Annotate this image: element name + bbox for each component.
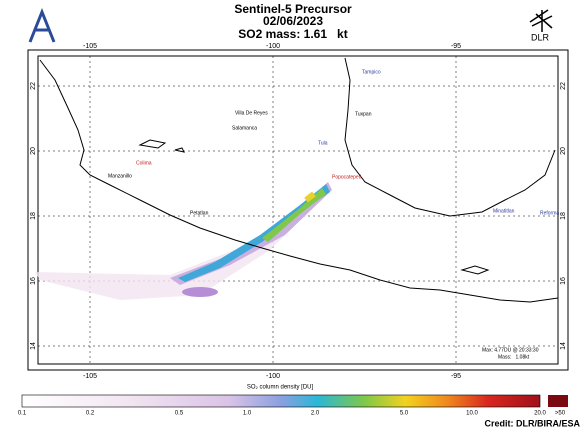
colorbar-tick-label: 20.0 xyxy=(534,411,546,417)
colorbar-overflow xyxy=(548,395,568,407)
place: Tula xyxy=(318,140,328,146)
lat-label: 20 xyxy=(560,147,567,155)
lat-label: 18 xyxy=(560,212,567,220)
place: Salamanca xyxy=(232,125,257,131)
credit: Credit: DLR/BIRA/ESA xyxy=(484,418,580,428)
annotation: Mass: 1.08kt xyxy=(498,354,530,360)
place: Popocatepetl xyxy=(332,174,361,180)
colorbar-tick-label: 2.0 xyxy=(311,411,320,417)
place: Petatlan xyxy=(190,210,209,216)
outer-frame xyxy=(27,49,569,371)
place: Colima xyxy=(136,160,152,166)
title: Sentinel-5 Precursor xyxy=(234,2,352,16)
plume xyxy=(35,182,332,300)
place: Reforma xyxy=(540,210,559,216)
colorbar-title: SO₂ column density [DU] xyxy=(247,385,314,391)
places: Villa De Reyes Tampico Salamanca Tuxpan … xyxy=(108,69,559,216)
dlr-logo xyxy=(529,9,553,32)
colorbar-tick-label: 1.0 xyxy=(243,411,252,417)
s5p-logo xyxy=(28,7,56,43)
lon-label: -100 xyxy=(266,373,280,380)
colorbar-tick-label: 0.2 xyxy=(86,411,95,417)
colorbar-tick-label: >50 xyxy=(555,411,566,417)
colorbar-tick-label: 0.1 xyxy=(18,411,27,417)
lat-label: 20 xyxy=(30,147,37,155)
mass: SO2 mass: 1.61 kt xyxy=(238,27,347,41)
lat-label: 16 xyxy=(30,277,37,285)
logo-text: DLR xyxy=(531,32,550,42)
place: Tampico xyxy=(362,69,381,75)
annotation: Max: 4.77DU @ 20:33:30 xyxy=(482,347,539,353)
lon-label: -95 xyxy=(451,43,461,50)
place: Villa De Reyes xyxy=(235,110,268,116)
lon-label: -100 xyxy=(266,43,280,50)
colorbar-tick-label: 0.5 xyxy=(175,411,184,417)
place: Tuxpan xyxy=(355,111,372,117)
place: Manzanillo xyxy=(108,173,132,179)
lat-label: 22 xyxy=(30,82,37,90)
lat-label: 16 xyxy=(560,277,567,285)
lon-label: -105 xyxy=(83,43,97,50)
colorbar-tick-label: 10.0 xyxy=(466,411,478,417)
colorbar-tick-label: 5.0 xyxy=(400,411,409,417)
lon-label: -95 xyxy=(451,373,461,380)
lat-label: 14 xyxy=(30,342,37,350)
lat-label: 14 xyxy=(560,342,567,350)
lat-label: 18 xyxy=(30,212,37,220)
lon-label: -105 xyxy=(83,373,97,380)
colorbar xyxy=(21,394,541,408)
date: 02/06/2023 xyxy=(263,14,323,28)
place: Minatitlan xyxy=(493,208,515,214)
coastline xyxy=(39,57,559,303)
lat-label: 22 xyxy=(560,82,567,90)
